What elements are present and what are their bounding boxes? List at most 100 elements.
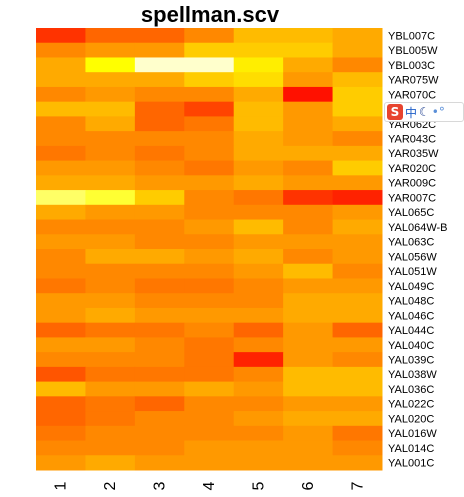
dots-icon[interactable]: •°: [431, 105, 445, 119]
column-label: 1: [53, 481, 70, 490]
heatmap-cell: [36, 455, 86, 471]
heatmap-cell: [36, 190, 86, 206]
heatmap-cell: [36, 42, 86, 58]
heatmap-cell: [233, 131, 284, 147]
heatmap-cell: [85, 352, 136, 368]
heatmap-cell: [85, 57, 136, 73]
heatmap-cell: [233, 145, 284, 162]
heatmap-cell: [233, 293, 284, 309]
heatmap-cell: [332, 190, 383, 206]
heatmap-cell: [184, 131, 235, 147]
heatmap-cell: [134, 293, 185, 309]
heatmap-cell: [283, 263, 334, 279]
heatmap-cell: [134, 411, 185, 427]
heatmap-cell: [36, 219, 86, 235]
heatmap-cell: [85, 160, 136, 176]
heatmap-cell: [36, 366, 86, 383]
heatmap-cell: [332, 293, 383, 309]
heatmap-cell: [36, 249, 86, 265]
heatmap-cell: [283, 337, 334, 353]
heatmap-cell: [134, 381, 185, 397]
heatmap-cell: [283, 57, 334, 73]
heatmap-cell: [233, 411, 284, 427]
heatmap-cell: [332, 28, 383, 44]
heatmap-cell: [283, 278, 334, 294]
row-label: YAL020C: [388, 413, 434, 425]
row-label: YAL046C: [388, 310, 434, 322]
heatmap-cell: [332, 352, 383, 368]
heatmap-cell: [332, 101, 383, 117]
heatmap-cell: [233, 278, 284, 294]
heatmap-cell: [233, 249, 284, 265]
row-label: YAL048C: [388, 296, 434, 308]
row-label: YAL001C: [388, 458, 434, 470]
heatmap-cell: [332, 381, 383, 397]
heatmap-cell: [85, 337, 136, 353]
column-label: 6: [300, 481, 317, 490]
heatmap-cell: [36, 440, 86, 456]
heatmap-cell: [332, 160, 383, 176]
heatmap-cell: [332, 57, 383, 73]
heatmap-cell: [332, 440, 383, 456]
heatmap-cell: [332, 249, 383, 265]
heatmap-cell: [134, 190, 185, 206]
heatmap-cell: [233, 366, 284, 383]
heatmap-cell: [134, 455, 185, 471]
heatmap-cell: [85, 42, 136, 58]
heatmap-cell: [184, 440, 235, 456]
heatmap-cell: [233, 234, 284, 250]
heatmap-cell: [85, 455, 136, 471]
heatmap-cell: [134, 204, 185, 221]
heatmap-cell: [85, 190, 136, 206]
ime-toolbar[interactable]: S 中 ☾ •°: [384, 102, 464, 122]
row-label: YAR020C: [388, 163, 436, 175]
heatmap-cell: [36, 293, 86, 309]
heatmap-cell: [184, 263, 235, 279]
heatmap-cell: [283, 425, 334, 442]
heatmap-cell: [36, 72, 86, 88]
heatmap-cell: [283, 322, 334, 338]
heatmap-cell: [233, 57, 284, 73]
ime-language-toggle[interactable]: 中: [405, 105, 418, 120]
heatmap-cell: [134, 42, 185, 58]
heatmap-cell: [36, 116, 86, 132]
heatmap-cell: [233, 396, 284, 412]
heatmap-cell: [332, 425, 383, 442]
row-label: YAL056W: [388, 251, 437, 263]
heatmap-cell: [283, 204, 334, 221]
heatmap-cell: [36, 175, 86, 191]
heatmap-cell: [283, 352, 334, 368]
row-label: YAL044C: [388, 325, 434, 337]
column-label: 7: [349, 481, 366, 490]
heatmap-cell: [134, 28, 185, 44]
ime-logo-icon[interactable]: S: [387, 104, 403, 120]
row-label: YBL005W: [388, 45, 438, 57]
heatmap-cell: [184, 411, 235, 427]
heatmap-cell: [283, 411, 334, 427]
heatmap-cell: [134, 337, 185, 353]
heatmap-cell: [233, 160, 284, 176]
heatmap-cell: [283, 101, 334, 117]
heatmap-cell: [283, 455, 334, 471]
heatmap-cell: [332, 366, 383, 383]
heatmap-cell: [184, 293, 235, 309]
heatmap-cell: [85, 101, 136, 117]
heatmap-cell: [134, 322, 185, 338]
column-label: 5: [250, 481, 267, 490]
heatmap-cell: [85, 131, 136, 147]
heatmap-cell: [85, 278, 136, 294]
heatmap-cell: [283, 160, 334, 176]
heatmap-cell: [332, 411, 383, 427]
moon-icon[interactable]: ☾: [419, 105, 430, 119]
heatmap-cell: [85, 366, 136, 383]
heatmap-cell: [332, 307, 383, 324]
heatmap-cell: [184, 366, 235, 383]
row-label: YBL007C: [388, 30, 435, 42]
heatmap-cell: [134, 86, 185, 103]
row-label: YBL003C: [388, 60, 435, 72]
row-labels: YBL007C YBL005W YBL003C YAR075W YAR070C YAR06…: [388, 30, 448, 469]
heatmap-cell: [233, 219, 284, 235]
heatmap-cell: [283, 396, 334, 412]
column-labels: 1 2 3 4 5 6 7: [53, 481, 367, 490]
